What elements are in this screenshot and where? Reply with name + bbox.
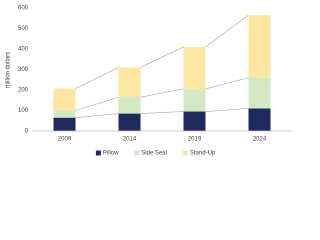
y-axis-label: million dollars <box>6 52 12 88</box>
legend-swatch <box>134 150 140 156</box>
series-line <box>140 111 184 114</box>
series-line <box>75 113 119 118</box>
series-line <box>140 46 184 68</box>
bar-segment <box>118 67 141 98</box>
y-tick-label: 400 <box>18 47 29 53</box>
bar-segment <box>248 108 271 131</box>
bar-segment <box>118 97 141 114</box>
series-line <box>75 96 119 111</box>
x-tick-label: 2014 <box>123 137 137 143</box>
legend-label: Side Seal <box>141 151 167 157</box>
bar-segment <box>53 110 76 118</box>
series-line <box>140 88 184 98</box>
y-tick-label: 0 <box>25 129 29 135</box>
x-tick-label: 2009 <box>58 137 72 143</box>
bar-segment <box>248 15 271 78</box>
bar-segment <box>183 46 206 89</box>
chart: million dollars 0 100 200 300 400 500 600 2009 2… <box>6 6 292 157</box>
bar-segment <box>118 113 141 131</box>
series-line <box>205 14 249 48</box>
x-tick-label: 2019 <box>188 137 202 143</box>
series-line <box>75 67 119 89</box>
y-tick-label: 100 <box>18 108 29 114</box>
series-line <box>205 77 249 90</box>
x-tick-label: 2024 <box>253 137 267 143</box>
bar-segment <box>183 111 206 131</box>
y-tick-label: 500 <box>18 26 29 32</box>
y-tick-label: 600 <box>18 6 29 12</box>
legend-swatch <box>95 150 101 156</box>
bar-segment <box>183 88 206 112</box>
legend-swatch <box>182 150 188 156</box>
bar-segment <box>248 77 271 109</box>
y-tick-label: 300 <box>18 67 29 73</box>
legend-label: Stand-Up <box>190 151 216 157</box>
bar-segment <box>53 117 76 131</box>
legend-label: Pillow <box>103 151 119 157</box>
series-line <box>205 108 249 112</box>
y-tick-label: 200 <box>18 88 29 94</box>
bar-segment <box>53 88 76 111</box>
